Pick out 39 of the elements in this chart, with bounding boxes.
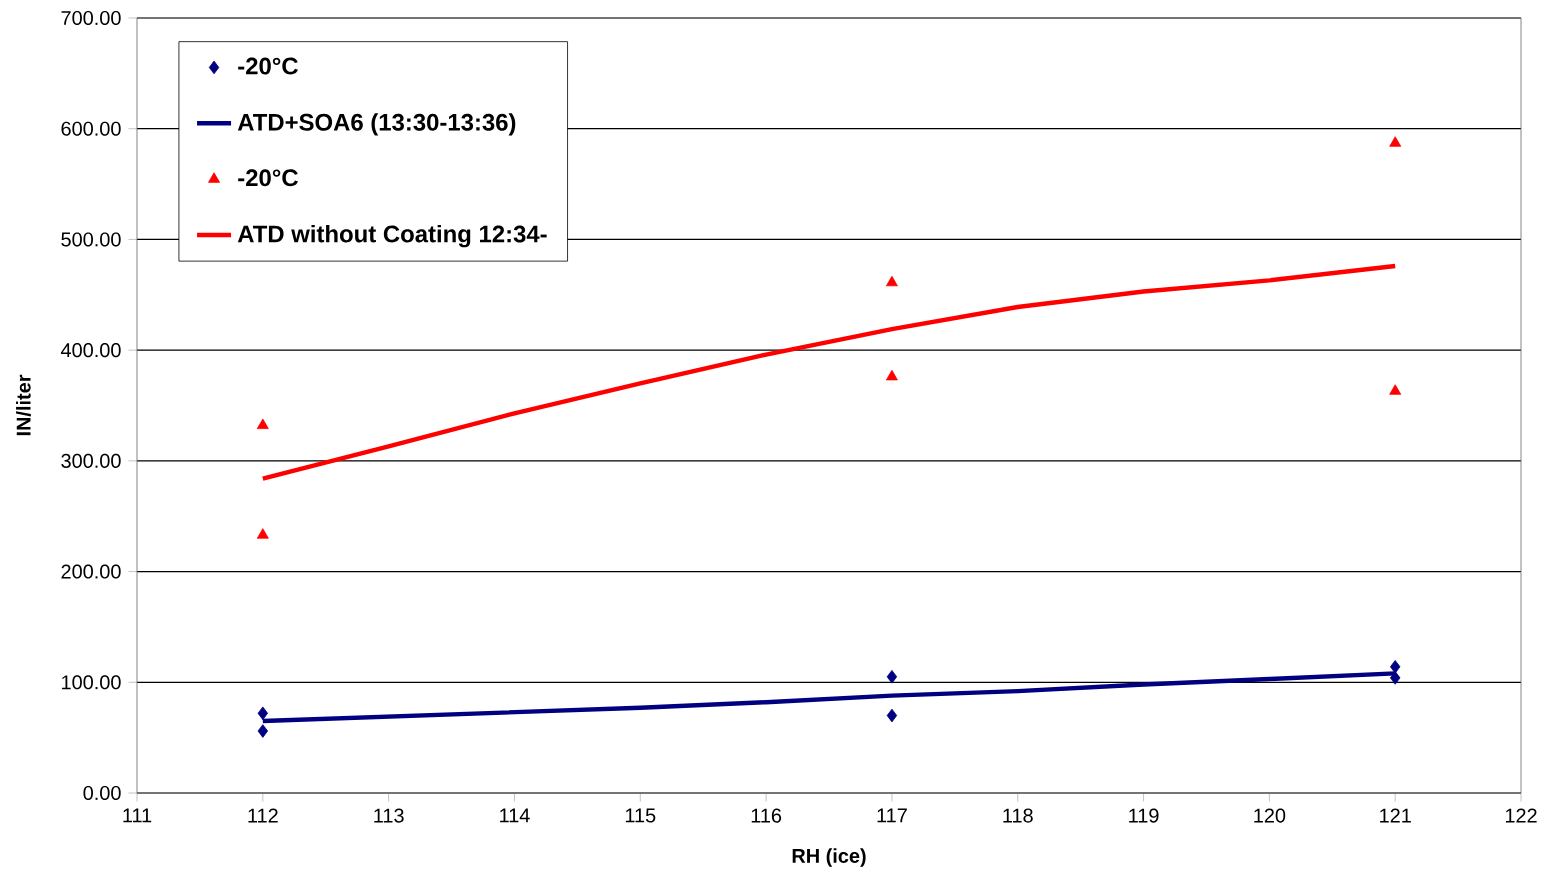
point [256, 418, 269, 430]
y-tick-label: 100.00 [62, 675, 121, 690]
x-tick-label: 111 [123, 808, 152, 823]
x-tick-label: 122 [1505, 808, 1537, 823]
point [257, 706, 268, 721]
x-tick-label: 114 [500, 808, 530, 823]
point [1390, 671, 1401, 685]
point [886, 708, 898, 723]
point [1390, 660, 1401, 674]
legend-label: ATD without Coating 12:34- [237, 224, 547, 248]
y-tick-label: 700.00 [61, 10, 121, 26]
point [886, 669, 898, 684]
point [1389, 384, 1402, 395]
y-tick-label: 400.00 [60, 343, 121, 358]
y-tick-label: 600.00 [61, 121, 121, 136]
legend-label: -20°C [238, 57, 298, 75]
y-tick-label: 200.00 [61, 564, 121, 579]
x-tick-label: 112 [248, 808, 278, 823]
x-tick-label: 121 [1380, 808, 1411, 823]
x-tick-label: 118 [1003, 808, 1033, 823]
y-axis-title: IN/liter [16, 374, 31, 436]
line-series [260, 263, 1398, 481]
x-tick-label: 117 [877, 808, 907, 823]
legend-label: ATD+SOA6 (13:30-13:36) [237, 113, 516, 136]
y-tick-label: 0.00 [83, 785, 121, 801]
x-tick-label: 120 [1254, 808, 1286, 823]
point [257, 724, 268, 738]
x-tick-label: 115 [625, 808, 656, 823]
legend-label: -20°C [238, 169, 298, 187]
point [886, 275, 898, 287]
y-tick-label: 500.00 [61, 232, 121, 247]
x-tick-label: 119 [1129, 808, 1159, 823]
x-tick-label: 116 [751, 808, 782, 823]
point [1389, 136, 1402, 147]
x-axis-title: RH (ice) [792, 848, 866, 867]
point [256, 528, 269, 539]
point [886, 369, 898, 381]
x-tick-label: 113 [374, 808, 404, 823]
y-tick-label: 300.00 [61, 453, 121, 468]
